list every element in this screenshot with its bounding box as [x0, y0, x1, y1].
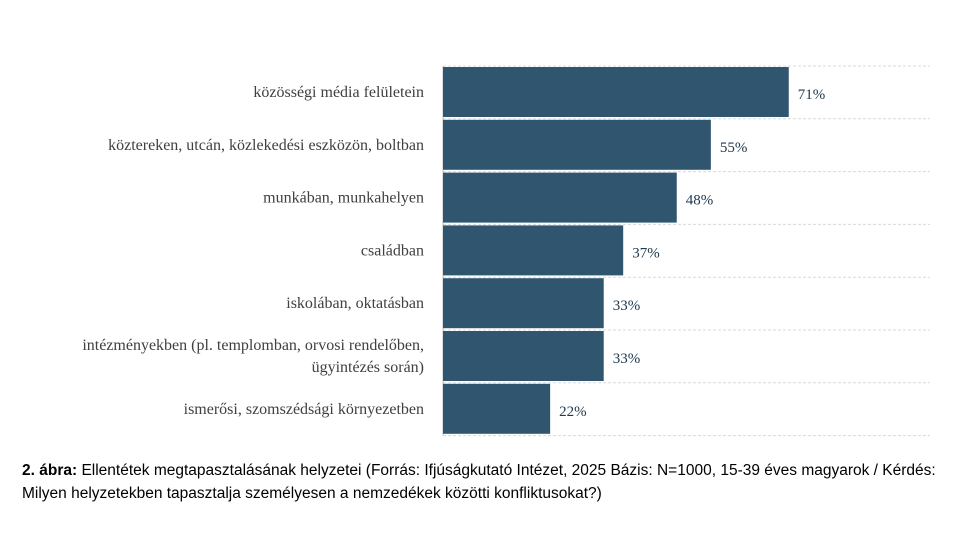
- category-label-5: intézményekben (pl. templomban, orvosi r…: [82, 337, 424, 376]
- category-label-3: családban: [361, 242, 424, 259]
- value-label-0: 71%: [798, 87, 826, 103]
- bar-1: [443, 119, 711, 170]
- value-label-3: 37%: [632, 245, 660, 261]
- value-label-6: 22%: [559, 404, 587, 420]
- value-label-5: 33%: [613, 351, 641, 367]
- bar-6: [443, 383, 551, 434]
- bar-2: [443, 172, 677, 223]
- bar-chart: 71% közösségi média felületein 55% közterek…: [82, 65, 930, 437]
- caption-text: Ellentétek megtapasztalásának helyzetei …: [22, 462, 936, 502]
- value-label-1: 55%: [720, 140, 748, 156]
- category-label-0: közösségi média felületein: [253, 84, 424, 101]
- bar-0: [443, 67, 789, 117]
- figure-caption: 2. ábra: Ellentétek megtapasztalásának h…: [22, 459, 942, 505]
- value-label-4: 33%: [613, 298, 641, 314]
- caption-label: 2. ábra:: [22, 462, 78, 479]
- category-label-2: munkában, munkahelyen: [263, 190, 424, 207]
- value-label-2: 48%: [686, 193, 714, 209]
- bar-5: [443, 331, 604, 381]
- category-label-4: iskolában, oktatásban: [286, 295, 424, 312]
- category-label-6: ismerősi, szomszédsági környezetben: [184, 401, 424, 418]
- category-label-1: köztereken, utcán, közlekedési eszközön,…: [108, 137, 424, 154]
- bar-4: [443, 278, 604, 329]
- bar-3: [443, 225, 624, 276]
